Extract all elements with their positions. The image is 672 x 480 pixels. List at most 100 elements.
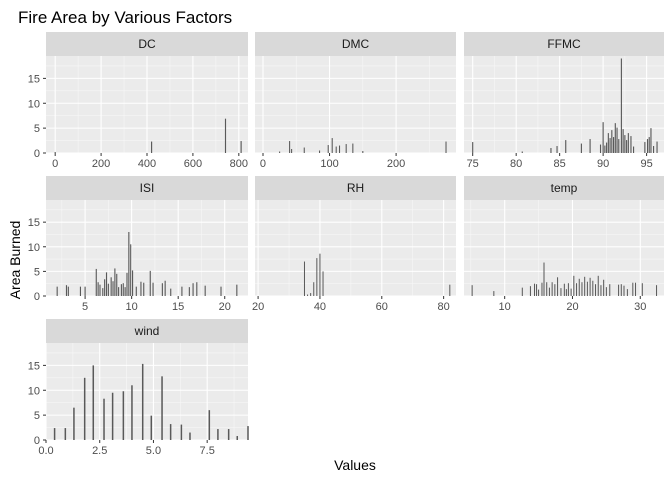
bar <box>622 129 624 153</box>
bar <box>164 280 166 296</box>
bar <box>122 283 124 296</box>
bar <box>204 285 206 296</box>
bar <box>620 58 622 153</box>
bar <box>291 149 293 153</box>
strip-temp <box>464 176 664 200</box>
y-tick-label: 15 <box>28 360 40 372</box>
y-tick-label: 0 <box>34 148 40 160</box>
bar <box>595 284 597 296</box>
bar <box>578 278 580 296</box>
bar <box>538 289 540 296</box>
strip-label-dc: DC <box>138 37 156 51</box>
bar <box>110 277 112 296</box>
panel-background <box>464 200 664 296</box>
bar <box>550 148 552 153</box>
bar <box>196 282 198 296</box>
bar <box>521 151 523 153</box>
bar <box>152 282 154 296</box>
strip-wind <box>46 319 248 343</box>
strip-label-ffmc: FFMC <box>547 37 581 51</box>
bar <box>279 151 281 153</box>
strip-ffmc <box>464 32 664 56</box>
bar <box>521 287 523 296</box>
bar <box>534 283 536 296</box>
facet-dmc: DMC 0 100 200 <box>255 32 456 170</box>
bar <box>613 137 615 153</box>
bar <box>313 282 315 296</box>
bar <box>650 128 652 153</box>
bar <box>536 284 538 296</box>
x-tick-label: 10 <box>499 301 511 313</box>
bar <box>565 289 567 296</box>
bar <box>580 143 582 153</box>
bar <box>345 144 347 153</box>
panel-background <box>46 200 248 296</box>
bar <box>97 282 99 296</box>
bar <box>576 283 578 296</box>
bar <box>618 284 620 296</box>
x-tick-label: 15 <box>172 301 184 313</box>
bar <box>620 284 622 296</box>
y-tick-label: 5 <box>34 266 40 278</box>
x-tick-label: 2.5 <box>92 445 107 457</box>
bar <box>236 436 239 440</box>
bar <box>310 293 312 296</box>
bar <box>150 415 153 440</box>
bar <box>581 282 583 296</box>
bar <box>149 270 151 296</box>
x-tick-label: 600 <box>184 158 202 170</box>
bar <box>548 287 550 296</box>
bar <box>56 286 58 296</box>
bar <box>143 282 145 296</box>
bar <box>73 407 75 440</box>
bar <box>606 142 608 153</box>
bar <box>236 284 238 296</box>
bar <box>240 141 242 153</box>
y-axis-title: Area Burned <box>7 221 23 300</box>
bar <box>181 286 183 296</box>
bar <box>151 141 153 153</box>
bar <box>307 294 309 296</box>
strip-dmc <box>255 32 456 56</box>
bar <box>217 429 219 440</box>
x-tick-label: 95 <box>640 158 652 170</box>
x-tick-label: 10 <box>126 301 138 313</box>
x-tick-label: 100 <box>320 158 338 170</box>
bar <box>247 426 249 440</box>
x-tick-label: 40 <box>314 301 326 313</box>
x-tick-label: 30 <box>634 301 646 313</box>
panel-background <box>46 343 248 440</box>
x-tick-label: 75 <box>467 158 479 170</box>
bar <box>445 141 447 153</box>
bar <box>557 277 559 296</box>
bar <box>616 127 618 153</box>
bar <box>188 287 190 296</box>
x-tick-label: 20 <box>566 301 578 313</box>
x-tick-label: 400 <box>138 158 156 170</box>
bar <box>130 244 132 296</box>
bar <box>128 232 130 296</box>
bar <box>208 410 211 440</box>
bar <box>189 432 191 440</box>
bar <box>632 282 634 296</box>
bar <box>224 118 227 153</box>
bar <box>602 122 604 153</box>
bar <box>92 365 95 440</box>
bar <box>554 284 556 296</box>
bar <box>584 276 586 296</box>
x-tick-label: 800 <box>230 158 248 170</box>
x-tick-label: 90 <box>597 158 609 170</box>
x-tick-label: 20 <box>252 301 264 313</box>
bar <box>319 253 321 296</box>
panel-background <box>255 56 456 153</box>
strip-label-isi: ISI <box>140 181 155 195</box>
y-tick-label: 15 <box>28 217 40 229</box>
y-tick-label: 15 <box>28 73 40 85</box>
x-tick-label: 0 <box>52 158 58 170</box>
bar <box>338 145 341 153</box>
bar <box>630 136 632 153</box>
bar <box>54 152 56 153</box>
bar <box>303 147 305 153</box>
bar <box>603 279 605 296</box>
